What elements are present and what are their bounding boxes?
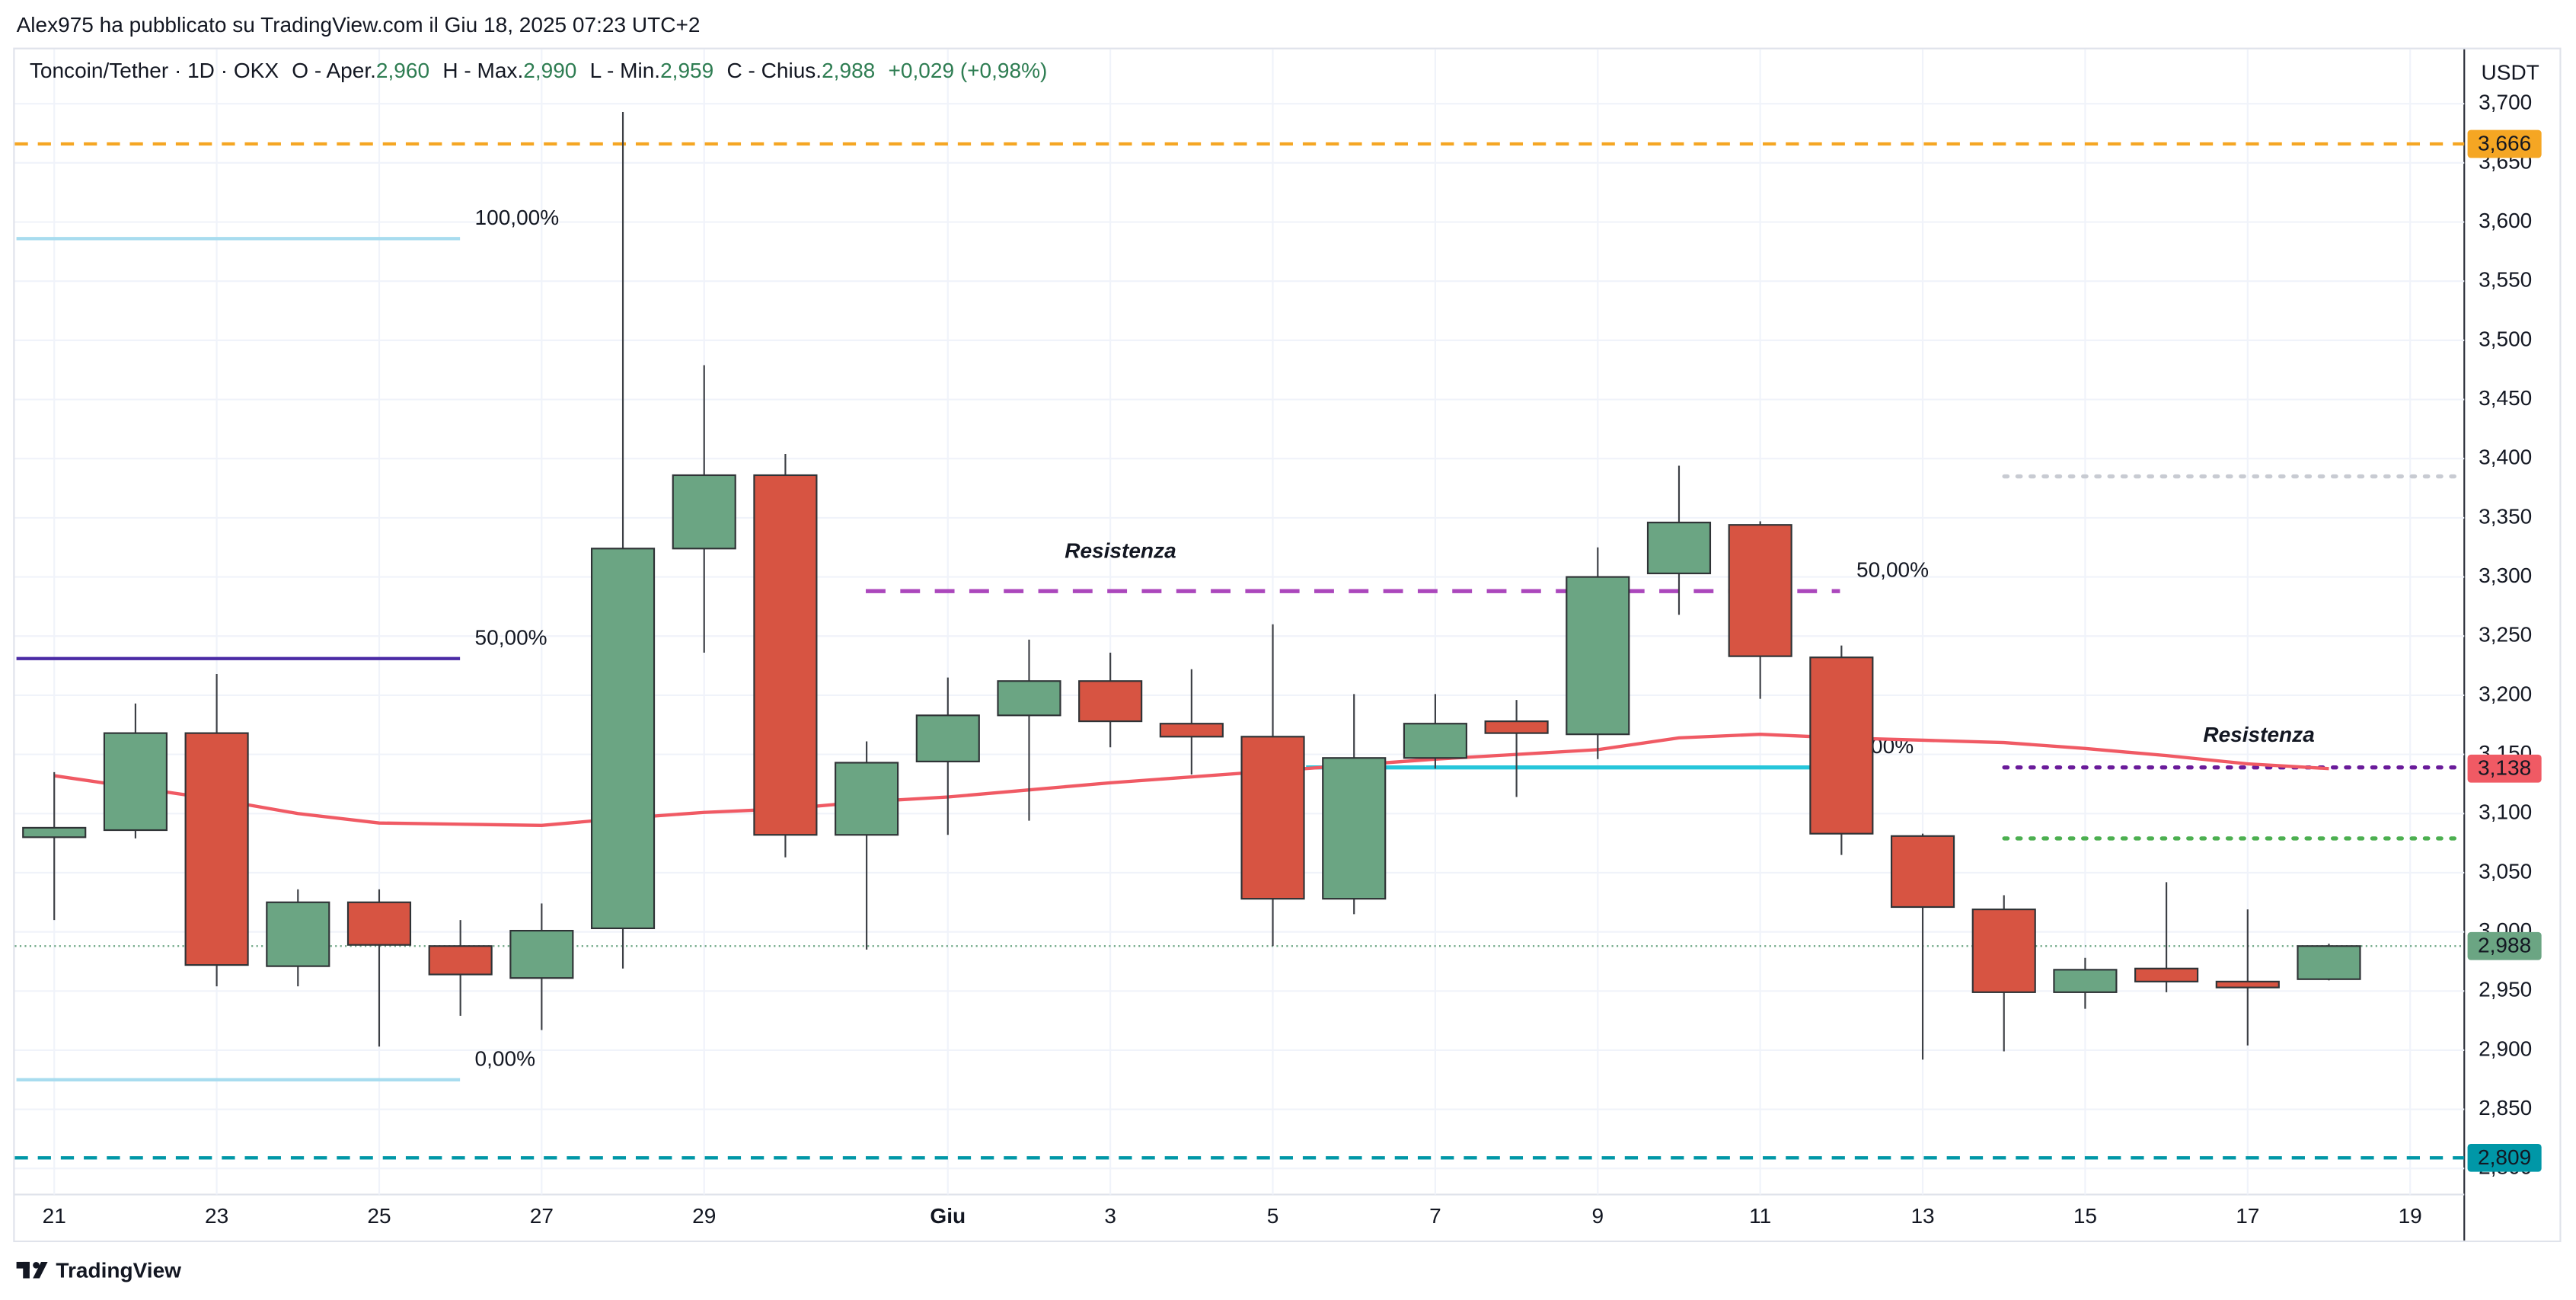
candle-body	[1890, 835, 1955, 909]
fib-label: 100,00%	[475, 206, 560, 229]
price-tag	[2467, 1143, 2542, 1172]
y-tick-label: 3,600	[2479, 209, 2532, 232]
x-tick-label: 7	[1429, 1204, 1441, 1228]
legend-label: L - Min.	[590, 59, 660, 82]
x-tick-label: 23	[205, 1204, 228, 1228]
y-tick-label: 2,950	[2479, 978, 2532, 1001]
price-tag-label: 2,988	[2478, 934, 2531, 957]
candle-body	[1159, 723, 1224, 738]
legend: Toncoin/Tether · 1D · OKX O - Aper.2,960 H…	[30, 59, 1047, 82]
y-tick-label: 3,500	[2479, 327, 2532, 350]
x-tick-label: 13	[1910, 1204, 1934, 1228]
y-tick-label: 3,100	[2479, 800, 2532, 824]
y-tick-label: 3,450	[2479, 386, 2532, 410]
price-tag	[2467, 931, 2542, 960]
candle-body	[997, 680, 1061, 717]
symbol: Toncoin/Tether · 1D · OKX	[30, 59, 279, 82]
annotation: Resistenza	[1065, 538, 1176, 562]
candle-body	[1240, 736, 1305, 900]
legend-value: 2,959	[660, 59, 713, 82]
candle-body	[103, 732, 168, 832]
candle-body	[2134, 967, 2199, 982]
candle-body	[753, 474, 818, 836]
x-tick-label: 29	[692, 1204, 716, 1228]
price-tag-label: 3,138	[2478, 756, 2531, 780]
candle-body	[1728, 524, 1792, 657]
y-tick-label: 3,200	[2479, 682, 2532, 705]
legend-label: O - Aper.	[292, 59, 376, 82]
y-tick-label: 2,850	[2479, 1096, 2532, 1120]
y-tick-label: 3,250	[2479, 623, 2532, 647]
y-tick-label: 3,550	[2479, 268, 2532, 292]
x-tick-label: 5	[1267, 1204, 1279, 1228]
y-tick-label: 3,700	[2479, 91, 2532, 114]
x-tick-label: 25	[367, 1204, 391, 1228]
legend-label: C - Chius.	[727, 59, 822, 82]
price-tag	[2467, 754, 2542, 783]
published-line: Alex975 ha pubblicato su TradingView.com…	[17, 13, 701, 37]
y-tick-label: 2,900	[2479, 1036, 2532, 1060]
candle-body	[2053, 969, 2118, 993]
candle-body	[590, 548, 656, 930]
candles	[22, 112, 2361, 1060]
change: +0,029 (+0,98%)	[889, 59, 1048, 82]
brand: TradingView	[56, 1258, 181, 1282]
candle-body	[22, 826, 87, 838]
price-tags: 3,666 3,138 2,988 2,809	[2467, 129, 2542, 1172]
candle-body	[1809, 656, 1874, 835]
chart-frame	[13, 47, 2562, 1243]
candle-body	[1403, 723, 1467, 759]
moving-average	[53, 733, 2329, 827]
candle-body	[672, 474, 736, 550]
currency: USDT	[2482, 60, 2539, 84]
fib-label: 50,00%	[1856, 558, 1929, 582]
y-tick-label: 3,350	[2479, 504, 2532, 528]
drawings: 100,00%50,00%0,00%50,00%0,00%ResistenzaR…	[14, 142, 2466, 1160]
x-tick-label: 3	[1104, 1204, 1116, 1228]
price-tag-label: 3,666	[2478, 131, 2531, 155]
y-tick-label: 3,300	[2479, 564, 2532, 587]
legend-value: 2,990	[523, 59, 576, 82]
candle-body	[915, 714, 980, 762]
price-tag-label: 2,809	[2478, 1145, 2531, 1169]
x-tick-label: Giu	[930, 1204, 966, 1228]
x-tick-label: 9	[1591, 1204, 1604, 1228]
candle-body	[184, 732, 249, 966]
candle-body	[509, 929, 574, 979]
legend-value: 2,960	[376, 59, 429, 82]
candle-body	[1484, 720, 1549, 734]
legend-value: 2,988	[822, 59, 875, 82]
brand-logo	[16, 1261, 48, 1279]
candle-body	[1322, 757, 1387, 900]
x-tick-label: 21	[43, 1204, 66, 1228]
fib-label: 0,00%	[475, 1046, 535, 1070]
x-tick-label: 11	[1749, 1204, 1771, 1228]
candle-body	[346, 901, 412, 946]
x-tick-label: 27	[530, 1204, 554, 1228]
candle-body	[1078, 680, 1143, 723]
candle-body	[428, 945, 493, 976]
annotation: Resistenza	[2203, 723, 2314, 746]
candle-body	[835, 762, 899, 836]
candle-body	[1566, 576, 1630, 736]
fib-label: 50,00%	[475, 625, 547, 649]
x-tick-label: 19	[2399, 1204, 2422, 1228]
candle-body	[2297, 945, 2361, 980]
candle-body	[266, 901, 330, 967]
candle-body	[1646, 522, 1712, 574]
x-tick-label: 15	[2073, 1204, 2097, 1228]
y-tick-label: 3,400	[2479, 446, 2532, 469]
price-tag	[2467, 129, 2542, 158]
legend-label: H - Max.	[442, 59, 523, 82]
candle-body	[1971, 909, 2036, 993]
y-tick-label: 3,050	[2479, 859, 2532, 883]
candle-body	[2215, 980, 2280, 989]
x-tick-label: 17	[2236, 1204, 2259, 1228]
